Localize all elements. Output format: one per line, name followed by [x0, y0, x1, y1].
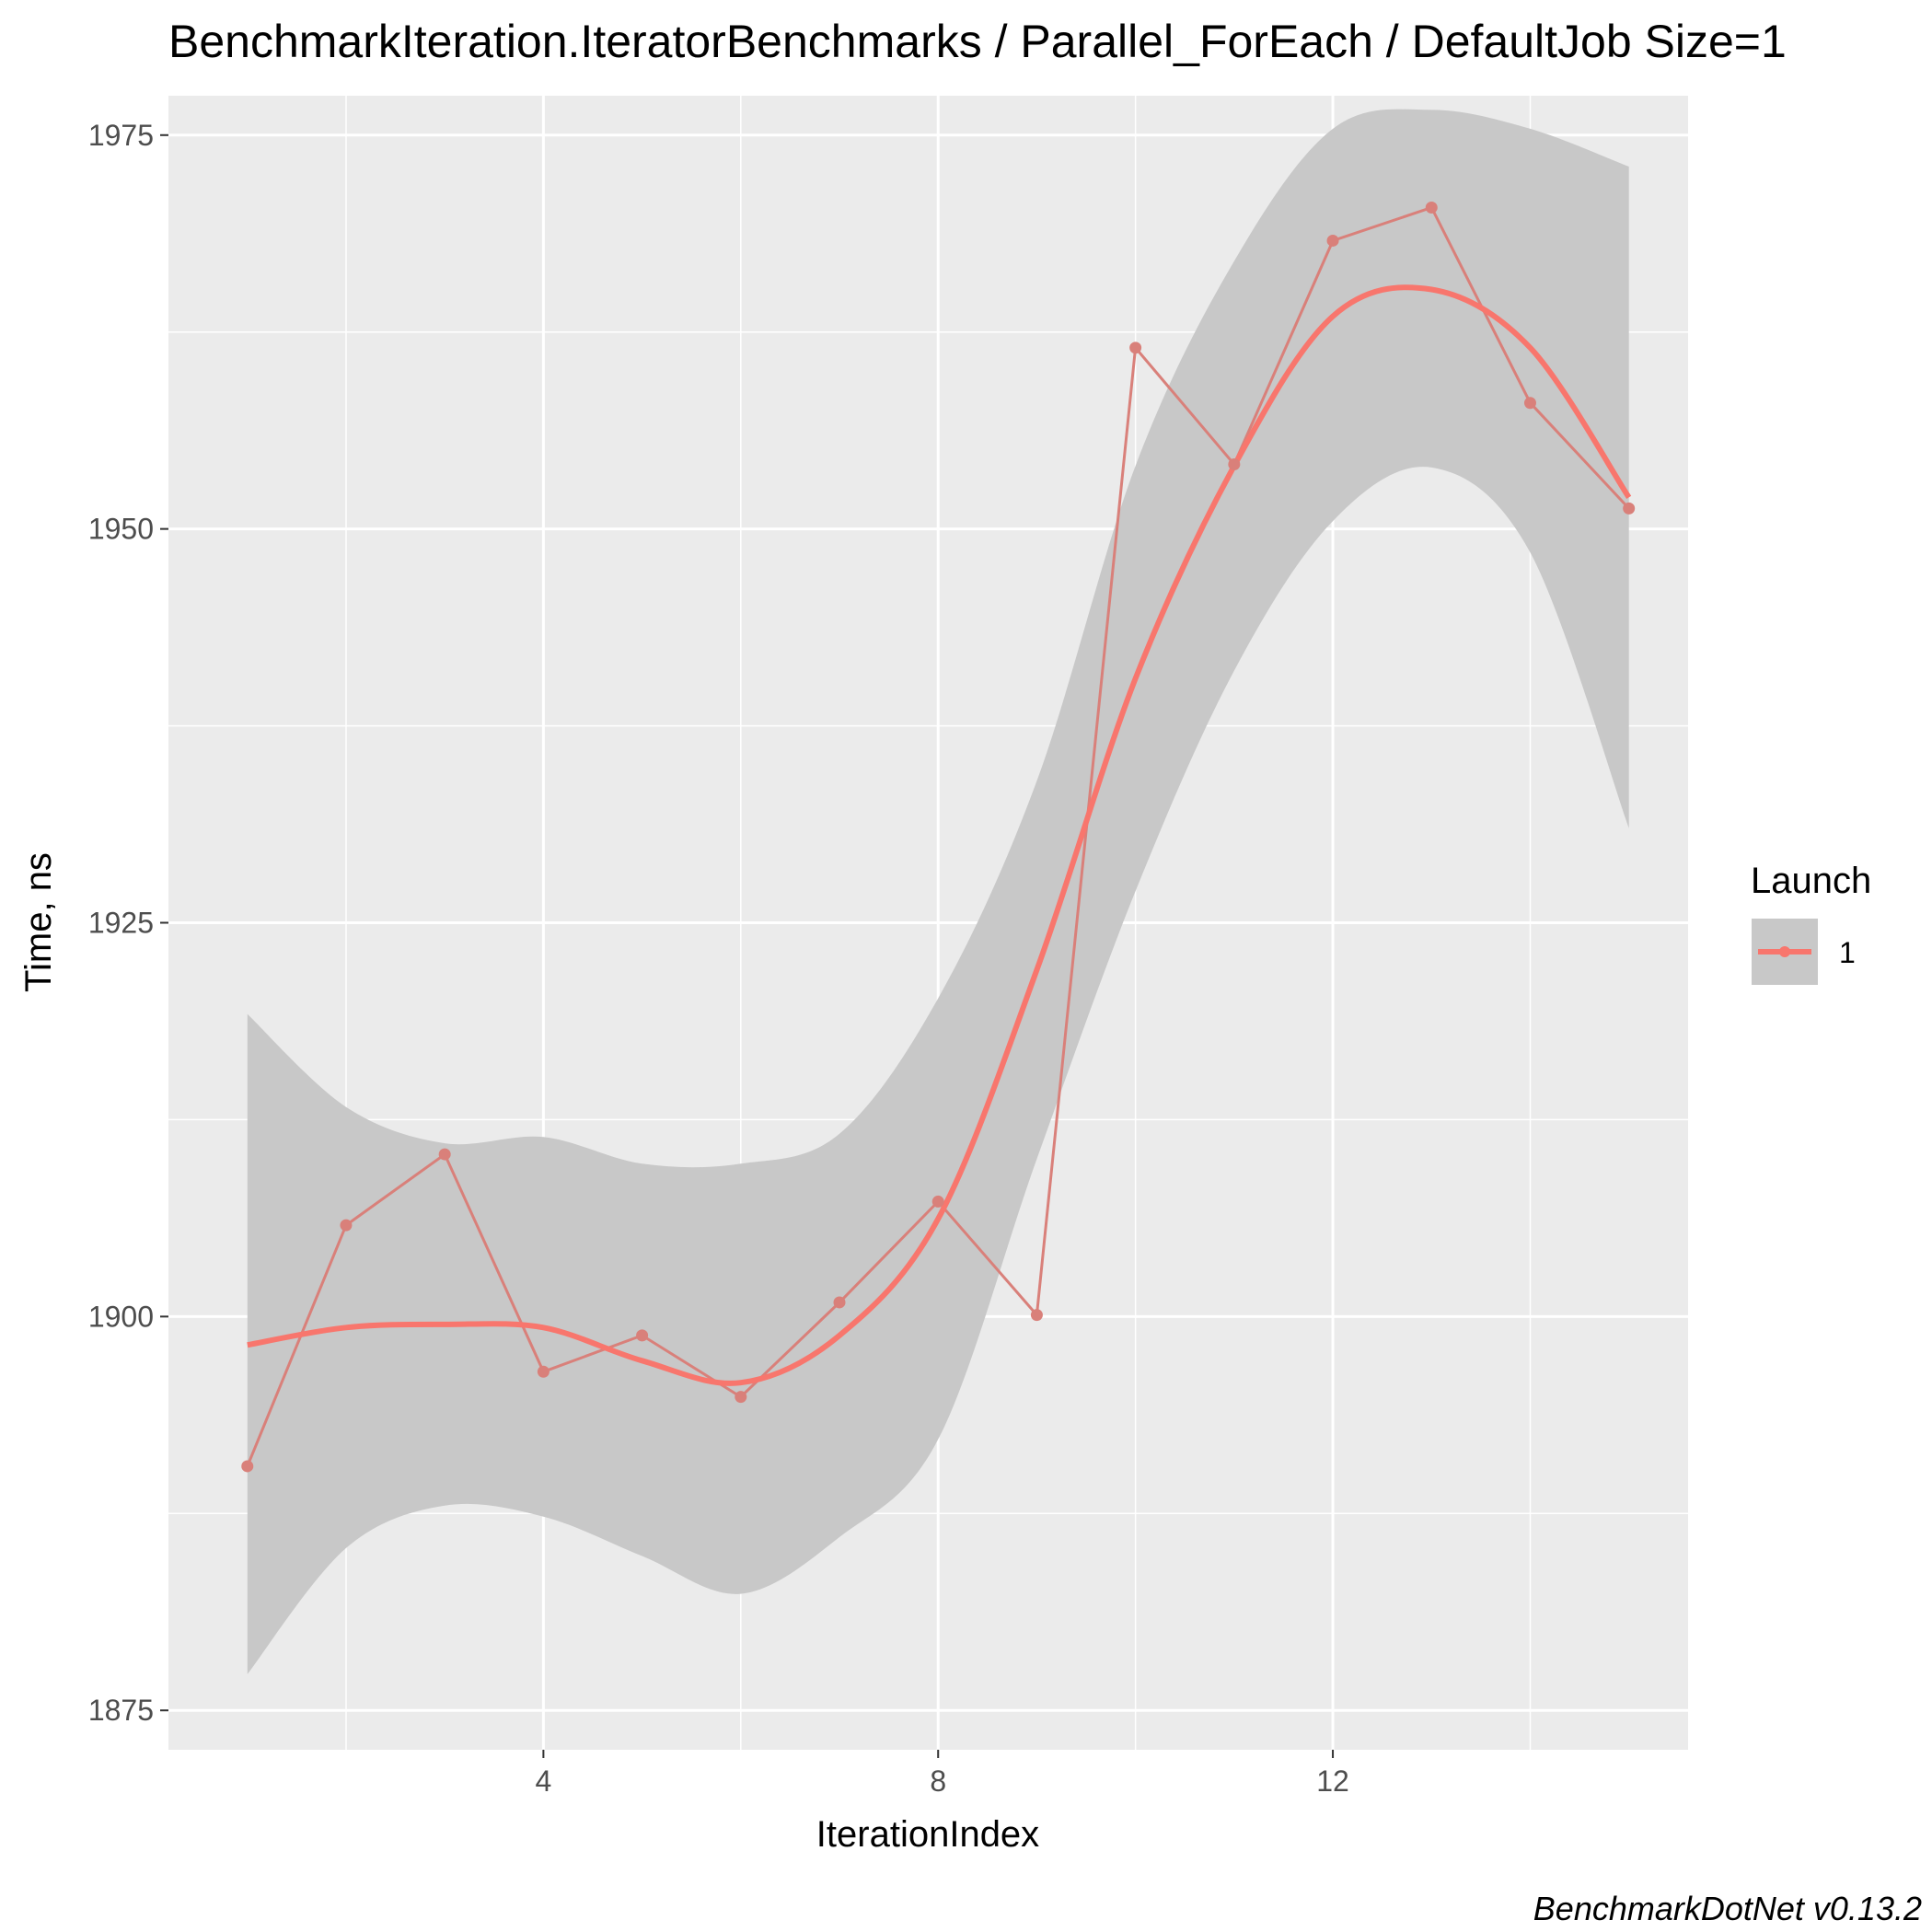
grid-lines — [168, 96, 1688, 1750]
y-tick-label: 1925 — [88, 907, 154, 940]
data-point — [537, 1365, 550, 1378]
x-tick-label: 4 — [535, 1764, 551, 1798]
data-point — [1030, 1309, 1043, 1322]
series-group — [241, 202, 1636, 1473]
data-point — [931, 1195, 944, 1208]
data-point — [833, 1296, 846, 1309]
legend-label: 1 — [1839, 936, 1856, 969]
data-point — [1129, 341, 1142, 354]
smooth-fit-line — [247, 284, 1632, 1386]
data-point — [636, 1329, 649, 1342]
data-point — [1326, 234, 1339, 247]
y-tick-label: 1975 — [88, 119, 154, 152]
x-tick-label: 8 — [930, 1764, 946, 1798]
legend-key-point — [1779, 946, 1790, 957]
data-point — [1425, 202, 1438, 214]
caption: BenchmarkDotNet v0.13.2 — [1533, 1890, 1922, 1927]
y-tick-label: 1950 — [88, 513, 154, 546]
data-point — [241, 1460, 254, 1473]
data-point — [1228, 457, 1241, 470]
data-point — [1523, 397, 1536, 410]
y-tick-label: 1875 — [88, 1694, 154, 1727]
chart-title: BenchmarkIteration.IteratorBenchmarks / … — [168, 16, 1787, 67]
data-point — [1623, 502, 1636, 515]
x-tick-label: 12 — [1316, 1764, 1349, 1798]
x-axis-title: IterationIndex — [816, 1814, 1039, 1855]
legend: Launch 1 — [1751, 861, 1871, 985]
data-point — [735, 1391, 747, 1404]
data-point — [340, 1219, 353, 1232]
legend-title: Launch — [1751, 861, 1871, 901]
y-tick-label: 1900 — [88, 1300, 154, 1333]
y-axis-title: Time, ns — [18, 852, 59, 992]
data-point — [438, 1148, 451, 1161]
confidence-ribbon-group — [247, 109, 1629, 1674]
confidence-ribbon — [247, 109, 1629, 1674]
axes: 4 8 12 1875 1900 1925 1950 1975 — [88, 119, 1349, 1798]
